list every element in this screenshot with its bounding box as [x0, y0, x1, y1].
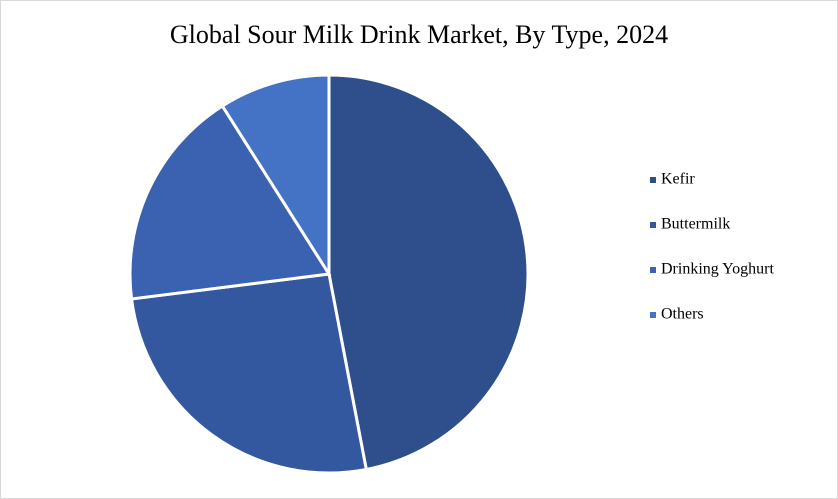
- legend-label: Kefir: [661, 171, 695, 188]
- pie-slice: [327, 73, 530, 472]
- chart-title: Global Sour Milk Drink Market, By Type, …: [170, 20, 668, 49]
- pie-slice: [128, 103, 332, 301]
- legend-label: Buttermilk: [661, 216, 730, 233]
- legend-swatch: [650, 222, 656, 228]
- legend-label: Others: [661, 306, 704, 323]
- legend-label: Drinking Yoghurt: [661, 261, 774, 278]
- legend-swatch: [650, 267, 656, 273]
- pie-slice: [220, 73, 331, 280]
- legend-swatch: [650, 177, 656, 183]
- legend-swatch: [650, 312, 656, 318]
- pie-slice: [129, 272, 369, 475]
